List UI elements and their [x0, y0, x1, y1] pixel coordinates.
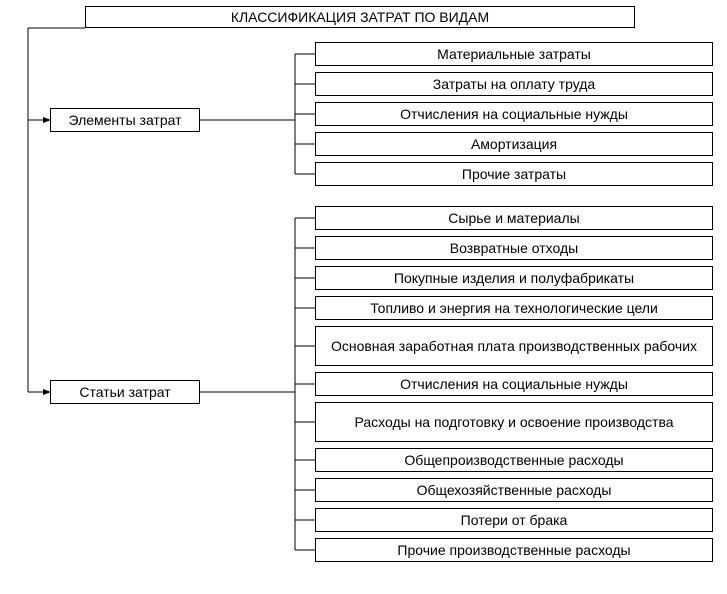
group-1-item-9: Потери от брака — [315, 508, 713, 532]
group-1-item-4-text: Основная заработная плата производственн… — [331, 338, 697, 355]
group-1-item-8: Общехозяйственные расходы — [315, 478, 713, 502]
group-1-item-1: Возвратные отходы — [315, 236, 713, 260]
group-1-item-10-text: Прочие производственные расходы — [397, 542, 630, 559]
group-1-item-7-text: Общепроизводственные расходы — [404, 452, 623, 469]
group-1-item-6-text: Расходы на подготовку и освоение произво… — [354, 414, 673, 431]
group-0-item-2-text: Отчисления на социальные нужды — [400, 106, 628, 123]
group-label-1: Статьи затрат — [50, 380, 200, 404]
group-1-item-0: Сырье и материалы — [315, 206, 713, 230]
group-1-item-7: Общепроизводственные расходы — [315, 448, 713, 472]
group-0-item-1-text: Затраты на оплату труда — [433, 76, 595, 93]
group-1-item-6: Расходы на подготовку и освоение произво… — [315, 402, 713, 442]
group-1-item-10: Прочие производственные расходы — [315, 538, 713, 562]
group-label-0-text: Элементы затрат — [68, 112, 181, 129]
group-0-item-0: Материальные затраты — [315, 42, 713, 66]
group-0-item-0-text: Материальные затраты — [437, 46, 591, 63]
group-1-item-4: Основная заработная плата производственн… — [315, 326, 713, 366]
diagram-title: КЛАССИФИКАЦИЯ ЗАТРАТ ПО ВИДАМ — [85, 6, 635, 28]
group-1-item-3: Топливо и энергия на технологические цел… — [315, 296, 713, 320]
group-1-item-0-text: Сырье и материалы — [448, 210, 579, 227]
group-label-1-text: Статьи затрат — [79, 384, 170, 401]
group-1-item-5-text: Отчисления на социальные нужды — [400, 376, 628, 393]
diagram-title-text: КЛАССИФИКАЦИЯ ЗАТРАТ ПО ВИДАМ — [231, 9, 489, 26]
group-1-item-5: Отчисления на социальные нужды — [315, 372, 713, 396]
group-0-item-4: Прочие затраты — [315, 162, 713, 186]
group-1-item-9-text: Потери от брака — [461, 512, 568, 529]
group-1-item-2-text: Покупные изделия и полуфабрикаты — [394, 270, 634, 287]
group-1-item-1-text: Возвратные отходы — [450, 240, 578, 257]
group-1-item-2: Покупные изделия и полуфабрикаты — [315, 266, 713, 290]
group-0-item-3-text: Амортизация — [471, 136, 557, 153]
group-0-item-2: Отчисления на социальные нужды — [315, 102, 713, 126]
group-1-item-3-text: Топливо и энергия на технологические цел… — [370, 300, 658, 317]
group-label-0: Элементы затрат — [50, 108, 200, 132]
group-1-item-8-text: Общехозяйственные расходы — [417, 482, 612, 499]
group-0-item-4-text: Прочие затраты — [462, 166, 566, 183]
group-0-item-3: Амортизация — [315, 132, 713, 156]
group-0-item-1: Затраты на оплату труда — [315, 72, 713, 96]
